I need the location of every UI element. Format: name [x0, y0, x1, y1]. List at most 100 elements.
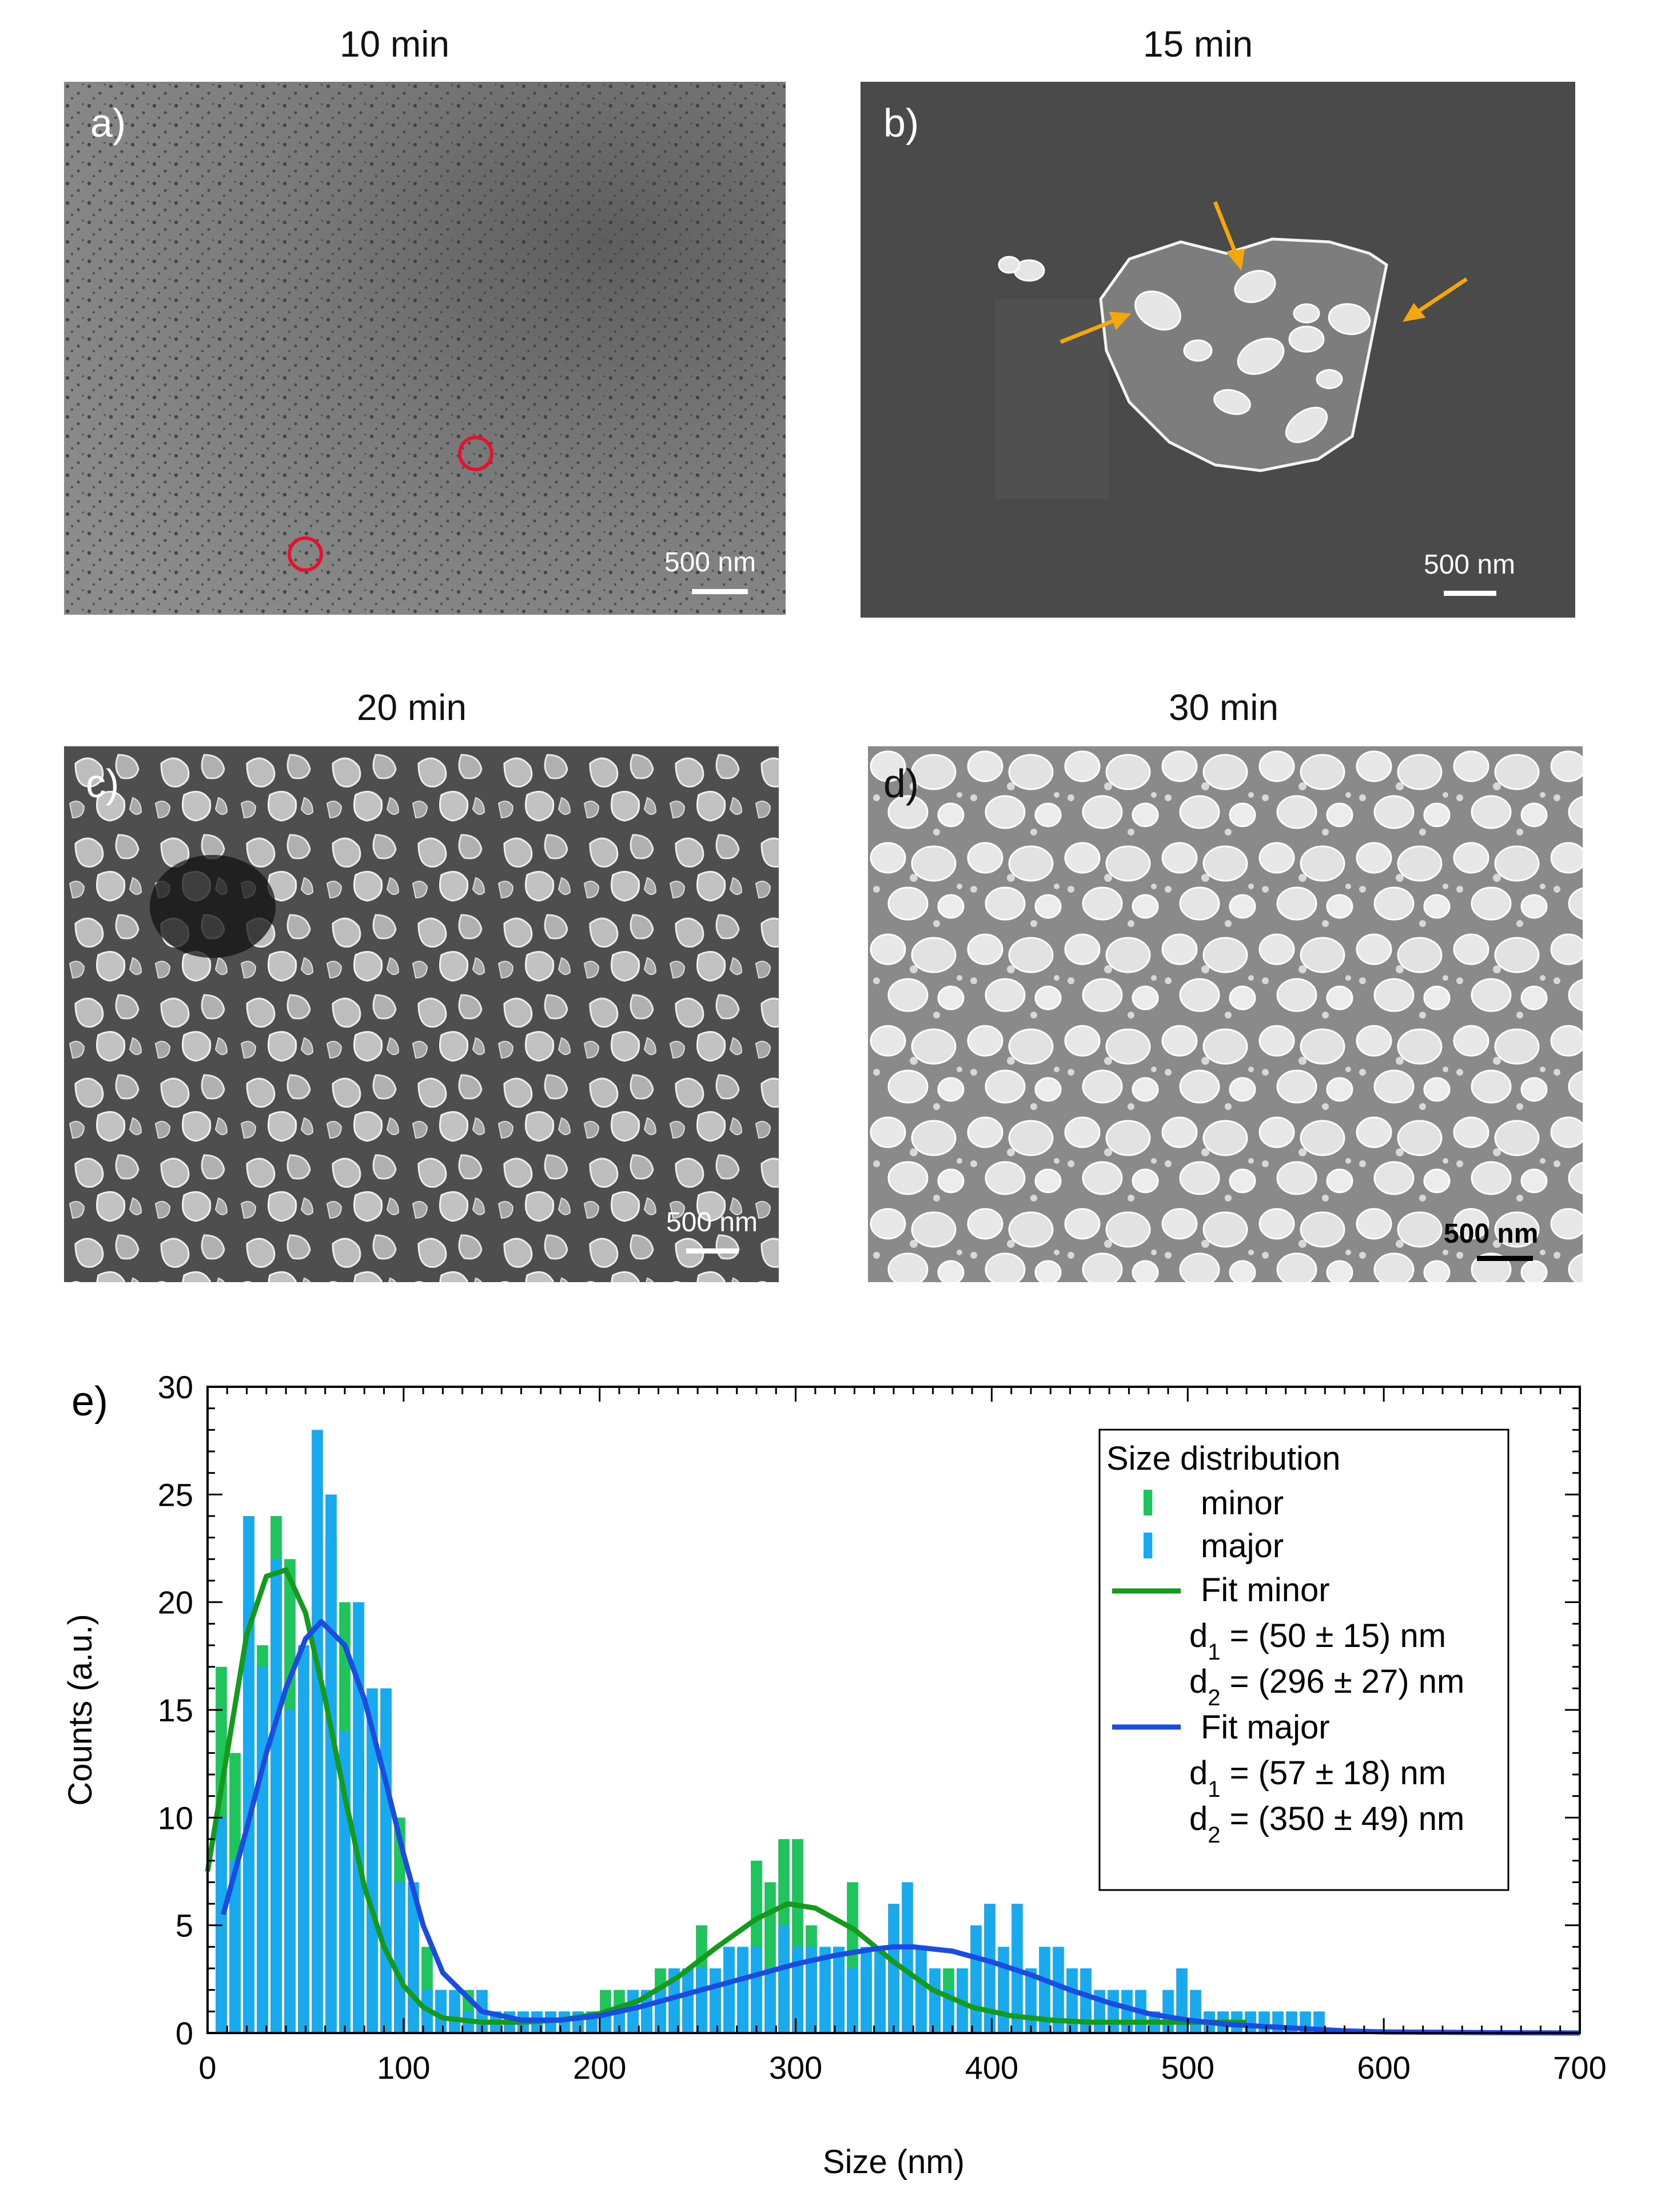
x-tick-label: 200 [573, 2050, 626, 2086]
bar-major [435, 1990, 447, 2033]
panel-d-label: d) [883, 761, 919, 806]
bar-major [737, 1947, 748, 2033]
y-tick-label: 25 [158, 1477, 193, 1513]
bar-major [696, 1968, 707, 2033]
y-tick-label: 5 [176, 1908, 193, 1944]
bar-major [641, 1990, 652, 2033]
bar-major [792, 1947, 803, 2033]
bar-major [394, 1882, 405, 2033]
panel-b-label: b) [883, 101, 919, 145]
bar-major [284, 1710, 296, 2033]
y-tick-label: 30 [158, 1369, 193, 1405]
bar-major [668, 1968, 680, 2033]
bar-major [902, 1882, 913, 2033]
y-tick-label: 10 [158, 1800, 193, 1836]
x-tick-label: 400 [965, 2050, 1018, 2086]
bar-major [984, 1904, 995, 2033]
bar-major [270, 1559, 282, 2033]
bar-major [888, 1904, 899, 2033]
red-circle-marker [288, 536, 323, 572]
scale-bar-c [686, 1248, 739, 1254]
scale-bar-label-c: 500 nm [666, 1207, 758, 1238]
fit-minor-line [205, 1567, 1247, 2025]
y-tick-label: 15 [158, 1692, 193, 1728]
panel-a-title: 10 min [339, 23, 450, 65]
sem-image-a [64, 82, 786, 615]
fit-curves [205, 1567, 1580, 2036]
scale-bar-label-b: 500 nm [1424, 550, 1516, 580]
bar-major [764, 1968, 776, 2033]
y-axis-label: Counts (a.u.) [62, 1614, 99, 1805]
bar-major [723, 1947, 735, 2033]
panel-c-label: c) [86, 761, 120, 806]
bar-major [1053, 1947, 1064, 2033]
fit-major-line [221, 1619, 1580, 2036]
panel-e-label: e) [71, 1379, 108, 1425]
bar-major [1066, 1968, 1078, 2033]
bar-major [847, 1968, 858, 2033]
bar-major [806, 1947, 817, 2033]
legend-label-major: major [1201, 1527, 1284, 1565]
scale-bar-a [692, 589, 748, 594]
x-tick-label: 700 [1553, 2050, 1606, 2086]
bar-major [710, 1968, 721, 2033]
bar-major [682, 1968, 694, 2033]
legend: Size distribution minor major Fit minor … [1098, 1429, 1509, 1891]
axis-ticks: 0 100 200 300 400 500 600 700 0 5 10 15 20 25 30 [158, 1369, 1607, 2086]
x-axis-label: Size (nm) [823, 2143, 965, 2181]
panel-a-label: a) [90, 101, 126, 145]
x-tick-label: 0 [198, 2050, 216, 2086]
scale-bar-d [1477, 1256, 1533, 1261]
bar-major [367, 1688, 378, 2033]
bar-major [998, 1947, 1009, 2033]
panel-d-title: 30 min [1168, 687, 1279, 728]
bar-major [1039, 1947, 1050, 2033]
bar-major [1190, 1990, 1201, 2033]
scale-bar-b [1444, 591, 1496, 596]
sem-image-d [868, 746, 1583, 1282]
bar-major [243, 1516, 254, 2033]
bar-major [380, 1688, 392, 2033]
legend-swatch-major [1144, 1533, 1152, 1558]
bar-major [970, 1925, 982, 2033]
bar-major [751, 1947, 762, 2033]
size-distribution-chart: e) 0 100 200 300 400 500 600 700 0 5 10 15 20 25 30 Si… [62, 1369, 1607, 2181]
legend-title: Size distribution [1106, 1440, 1340, 1477]
legend-label-fit-minor: Fit minor [1201, 1572, 1330, 1609]
bar-major [1121, 1990, 1133, 2033]
bar-major [1080, 1968, 1092, 2033]
bar-major [874, 1947, 886, 2033]
legend-label-minor: minor [1201, 1485, 1284, 1522]
sem-image-c [64, 746, 779, 1282]
red-circle-marker [458, 436, 493, 471]
x-tick-label: 300 [769, 2050, 822, 2086]
x-tick-label: 100 [377, 2050, 430, 2086]
bar-major [915, 1947, 927, 2033]
bar-major [449, 1990, 460, 2033]
bar-major [312, 1430, 323, 2033]
panel-c-title: 20 min [356, 687, 467, 728]
x-tick-label: 600 [1357, 2050, 1410, 2086]
legend-swatch-minor [1144, 1490, 1152, 1515]
scale-bar-label-d: 500 nm [1444, 1219, 1539, 1249]
y-tick-label: 20 [158, 1585, 193, 1621]
bar-major [614, 2011, 625, 2033]
x-tick-label: 500 [1161, 2050, 1214, 2086]
bar-major [655, 1990, 666, 2033]
bar-major [325, 1494, 337, 2033]
bar-major [819, 1947, 831, 2033]
bar-major [257, 1666, 268, 2033]
bar-major [929, 1968, 941, 2033]
bar-major [833, 1947, 845, 2033]
bar-major [861, 1947, 872, 2033]
y-tick-label: 0 [176, 2015, 193, 2051]
legend-label-fit-major: Fit major [1201, 1709, 1330, 1746]
sem-image-b [861, 82, 1575, 618]
panel-b-title: 15 min [1142, 23, 1253, 65]
bar-major [1258, 2011, 1270, 2033]
orange-arrows [1059, 201, 1468, 344]
bar-major [229, 1860, 241, 2033]
bar-major [298, 1645, 309, 2033]
bar-major [778, 1925, 790, 2033]
bar-major [353, 1602, 364, 2033]
